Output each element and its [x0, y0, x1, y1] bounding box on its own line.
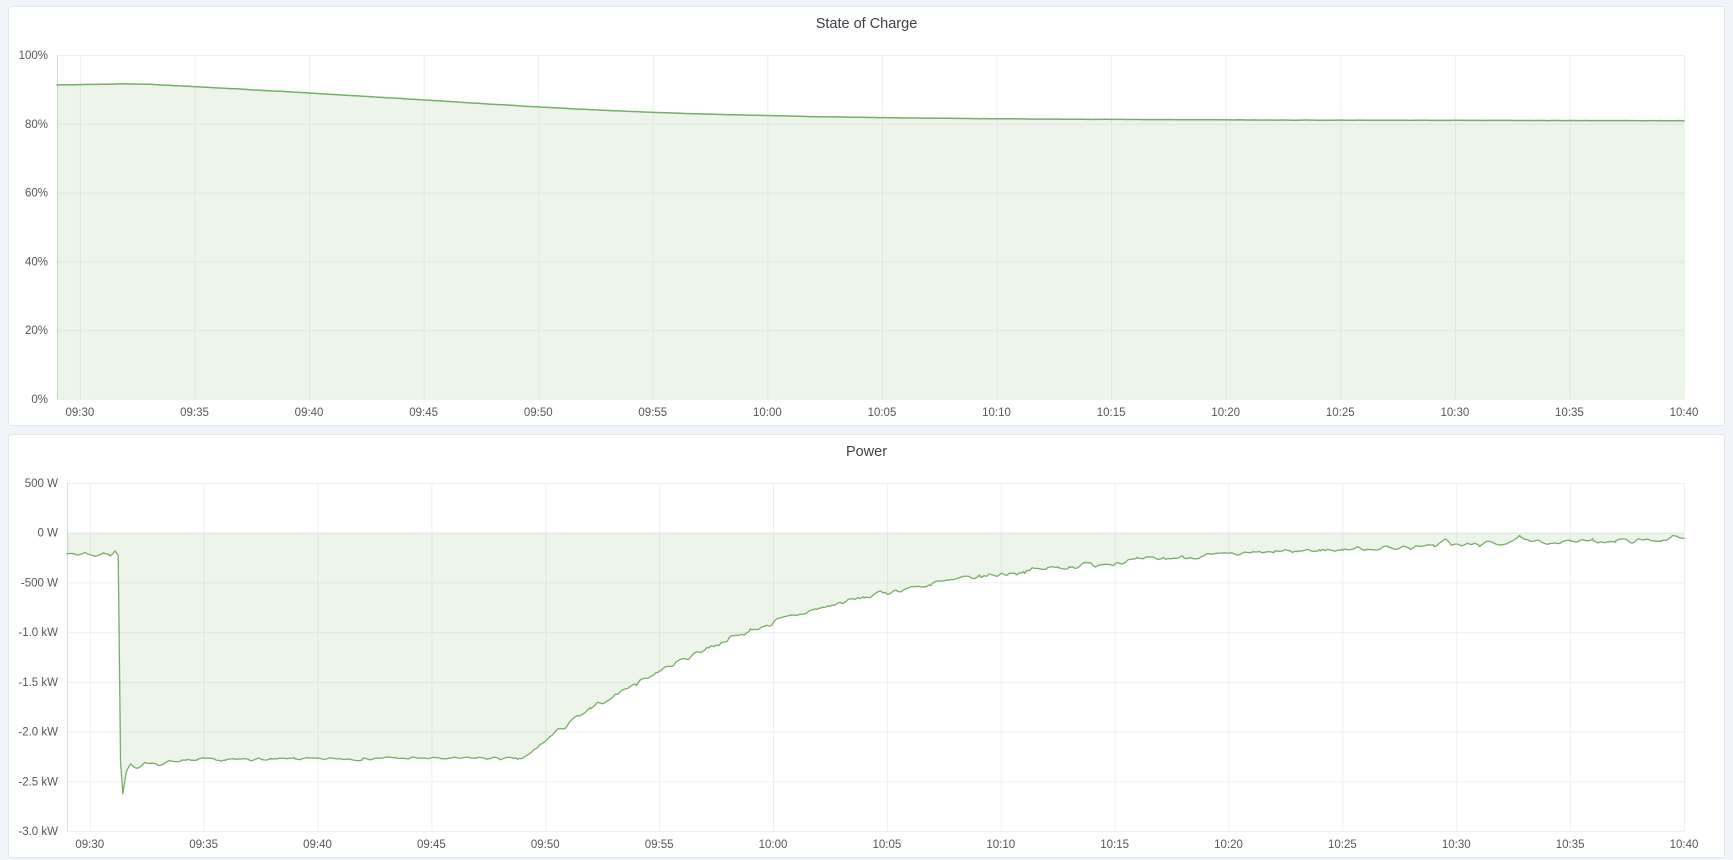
svg-text:09:30: 09:30 — [75, 839, 104, 851]
state-of-charge-chart-svg: 0%20%40%60%80%100%09:30 09:35 09:40 09:45 09… — [19, 50, 1699, 419]
svg-text:09:40: 09:40 — [303, 839, 332, 851]
svg-text:-1.0 kW: -1.0 kW — [18, 627, 58, 639]
x-axis-labels: 09:30 09:35 09:40 09:45 09:50 09:55 10:00 10:05… — [66, 407, 1699, 419]
svg-text:10:10: 10:10 — [986, 839, 1015, 851]
grid-lines — [67, 483, 1685, 832]
svg-text:10:40: 10:40 — [1670, 407, 1699, 419]
y-axis-labels: 0% 20% 40% 60% 80% 100% — [19, 50, 48, 406]
state-of-charge-area-fill — [57, 83, 1684, 400]
svg-text:10:15: 10:15 — [1100, 839, 1129, 851]
svg-text:60%: 60% — [25, 188, 48, 200]
svg-text:09:55: 09:55 — [638, 407, 667, 419]
svg-text:100%: 100% — [19, 50, 48, 62]
soc-chart[interactable]: 0% 20% 40% 60% 80% 100% 09:30 09:35 09:40 09:45 09… — [9, 39, 1724, 425]
power-series-line — [66, 534, 1685, 795]
svg-text:20%: 20% — [25, 325, 48, 337]
svg-text:-3.0 kW: -3.0 kW — [18, 826, 58, 838]
svg-text:-1.5 kW: -1.5 kW — [18, 677, 58, 689]
svg-text:10:25: 10:25 — [1326, 407, 1355, 419]
power-panel-title[interactable]: Power — [845, 444, 888, 460]
svg-text:-2.0 kW: -2.0 kW — [18, 727, 58, 739]
soc-panel-title[interactable]: State of Charge — [815, 16, 918, 32]
svg-text:09:35: 09:35 — [180, 407, 209, 419]
svg-text:10:00: 10:00 — [759, 839, 788, 851]
svg-text:09:35: 09:35 — [189, 839, 218, 851]
svg-text:0%: 0% — [31, 394, 48, 406]
svg-text:10:35: 10:35 — [1556, 839, 1585, 851]
svg-text:09:50: 09:50 — [524, 407, 553, 419]
svg-text:09:40: 09:40 — [295, 407, 324, 419]
power-chart-svg: 500 W 0 W -500 W -1.0 kW -1.5 kW -2.0 kW -2.5 … — [18, 478, 1698, 851]
panel-power: Power 500 W 0 W -500 W -1.0 kW -1.5 kW -2.0 k… — [8, 434, 1725, 858]
svg-text:09:55: 09:55 — [645, 839, 674, 851]
svg-text:10:15: 10:15 — [1097, 407, 1126, 419]
y-axis-labels: 500 W 0 W -500 W -1.0 kW -1.5 kW -2.0 kW -2.5 … — [18, 478, 58, 838]
svg-text:10:40: 10:40 — [1670, 839, 1699, 851]
svg-text:-2.5 kW: -2.5 kW — [18, 776, 58, 788]
x-axis-labels: 09:30 09:35 09:40 09:45 09:50 09:55 10:00 10:05… — [75, 839, 1698, 851]
svg-text:-500 W: -500 W — [21, 577, 58, 589]
svg-text:10:35: 10:35 — [1555, 407, 1584, 419]
state-of-charge-series-line — [56, 83, 1685, 122]
power-area-fill — [67, 532, 1684, 794]
svg-text:80%: 80% — [25, 119, 48, 131]
svg-text:10:05: 10:05 — [868, 407, 897, 419]
svg-text:10:20: 10:20 — [1211, 407, 1240, 419]
svg-text:10:05: 10:05 — [872, 839, 901, 851]
svg-text:10:30: 10:30 — [1440, 407, 1469, 419]
svg-text:09:45: 09:45 — [417, 839, 446, 851]
svg-text:10:30: 10:30 — [1442, 839, 1471, 851]
svg-text:09:50: 09:50 — [531, 839, 560, 851]
svg-text:0 W: 0 W — [38, 528, 59, 540]
svg-text:10:10: 10:10 — [982, 407, 1011, 419]
power-chart[interactable]: 500 W 0 W -500 W -1.0 kW -1.5 kW -2.0 kW -2.5 … — [9, 467, 1724, 857]
svg-text:40%: 40% — [25, 256, 48, 268]
svg-text:500 W: 500 W — [25, 478, 58, 490]
svg-text:10:00: 10:00 — [753, 407, 782, 419]
svg-text:10:25: 10:25 — [1328, 839, 1357, 851]
svg-text:10:20: 10:20 — [1214, 839, 1243, 851]
panel-state-of-charge: State of Charge 0% 20% 40% 60% 80% 100% 09:30 0… — [8, 6, 1725, 426]
svg-text:09:30: 09:30 — [66, 407, 95, 419]
svg-text:09:45: 09:45 — [409, 407, 438, 419]
